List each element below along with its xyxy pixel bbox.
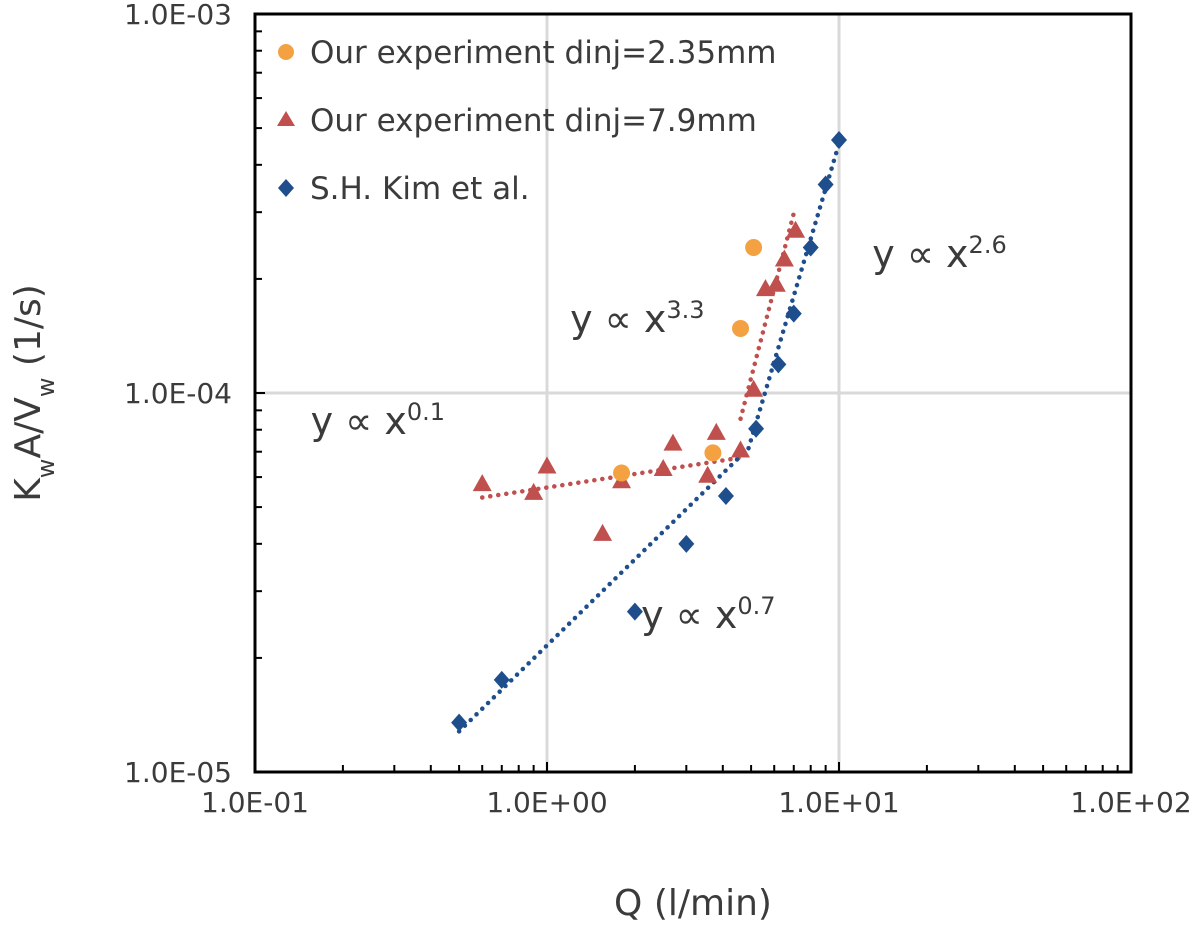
point-dinj-7-9 — [663, 433, 683, 451]
y-title-av: A/V — [8, 397, 49, 459]
annotations: y ∝ x0.1 y ∝ x3.3 y ∝ x2.6 y ∝ x0.7 — [311, 231, 1007, 637]
point-dinj-7-9 — [653, 459, 673, 477]
point-dinj-2-35 — [704, 444, 722, 462]
y-tick-label: 1.0E-05 — [124, 756, 232, 789]
trendline-segment — [479, 455, 743, 500]
point-kim — [493, 670, 510, 689]
axis-ticks — [254, 30, 1119, 773]
point-kim — [451, 713, 468, 732]
power-law-annotation: y ∝ x3.3 — [570, 296, 704, 341]
point-dinj-7-9 — [755, 279, 775, 297]
point-dinj-2-35 — [732, 319, 750, 337]
point-dinj-7-9 — [472, 474, 492, 492]
point-kim — [802, 238, 819, 257]
point-kim — [748, 419, 765, 438]
point-kim — [626, 602, 643, 621]
power-law-annotation: y ∝ x2.6 — [872, 231, 1006, 276]
trendline-segment — [738, 211, 797, 422]
point-dinj-7-9 — [744, 379, 764, 397]
y-title-unit: (1/s) — [8, 284, 49, 377]
legend-marker-diamond — [278, 179, 294, 197]
x-tick-label: 1.0E+00 — [486, 786, 607, 819]
legend-label-dinj-2-35: Our experiment dinj=2.35mm — [310, 35, 777, 71]
point-kim — [717, 486, 734, 505]
point-dinj-7-9 — [774, 249, 794, 267]
legend: Our experiment dinj=2.35mm Our experimen… — [277, 35, 777, 207]
data-points — [451, 131, 847, 732]
x-tick-label: 1.0E+02 — [1070, 786, 1191, 819]
point-dinj-7-9 — [698, 465, 718, 483]
legend-marker-circle — [278, 44, 294, 60]
x-tick-label: 1.0E+01 — [778, 786, 899, 819]
point-kim — [770, 355, 787, 374]
power-law-annotation: y ∝ x0.1 — [311, 398, 445, 443]
point-dinj-7-9 — [593, 523, 613, 541]
y-axis-title: KwA/Vw (1/s) — [8, 284, 60, 502]
point-dinj-7-9 — [786, 220, 806, 238]
y-tick-label: 1.0E-03 — [124, 0, 232, 31]
legend-label-dinj-7-9: Our experiment dinj=7.9mm — [310, 103, 757, 139]
trendline-segment — [456, 445, 751, 734]
y-title-sub-w2: w — [32, 378, 60, 398]
point-kim — [678, 534, 695, 553]
point-dinj-7-9 — [537, 456, 557, 474]
legend-marker-triangle — [277, 111, 295, 126]
point-kim — [785, 304, 802, 323]
point-dinj-2-35 — [613, 464, 631, 482]
y-title-sub-w: w — [32, 459, 60, 479]
point-kim — [817, 175, 834, 194]
point-kim — [831, 131, 847, 150]
trendlines — [456, 141, 842, 734]
point-dinj-7-9 — [706, 422, 726, 440]
y-tick-label: 1.0E-04 — [124, 377, 232, 410]
point-dinj-7-9 — [524, 482, 544, 500]
power-law-annotation: y ∝ x0.7 — [641, 592, 775, 637]
tick-labels: 1.0E-01 1.0E+00 1.0E+01 1.0E+02 1.0E-05 1.0E-… — [124, 0, 1192, 819]
point-dinj-2-35 — [745, 239, 763, 257]
point-dinj-7-9 — [731, 440, 751, 458]
legend-label-kim: S.H. Kim et al. — [310, 171, 530, 207]
x-tick-label: 1.0E-01 — [201, 786, 309, 819]
y-title-k: K — [8, 477, 49, 502]
point-dinj-7-9 — [766, 274, 786, 292]
x-axis-title: Q (l/min) — [614, 883, 772, 924]
